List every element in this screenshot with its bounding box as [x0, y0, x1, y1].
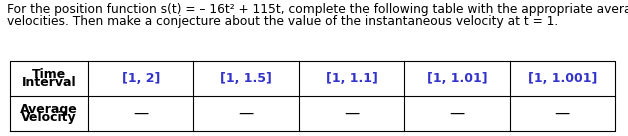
Text: Interval: Interval [22, 76, 77, 89]
Text: —: — [555, 106, 570, 121]
Text: Time: Time [32, 69, 66, 81]
Text: —: — [344, 106, 359, 121]
Text: For the position function s(t) = – 16t² + 115t, complete the following table wit: For the position function s(t) = – 16t² … [7, 3, 628, 16]
Text: [1, 2]: [1, 2] [121, 72, 160, 85]
Text: —: — [133, 106, 148, 121]
Text: [1, 1.5]: [1, 1.5] [220, 72, 272, 85]
Text: Average: Average [20, 103, 78, 117]
Text: [1, 1.001]: [1, 1.001] [528, 72, 597, 85]
Text: [1, 1.1]: [1, 1.1] [325, 72, 377, 85]
Text: —: — [449, 106, 465, 121]
Text: Velocity: Velocity [21, 112, 77, 124]
Text: [1, 1.01]: [1, 1.01] [426, 72, 487, 85]
Text: —: — [239, 106, 254, 121]
Text: velocities. Then make a conjecture about the value of the instantaneous velocity: velocities. Then make a conjecture about… [7, 15, 558, 28]
